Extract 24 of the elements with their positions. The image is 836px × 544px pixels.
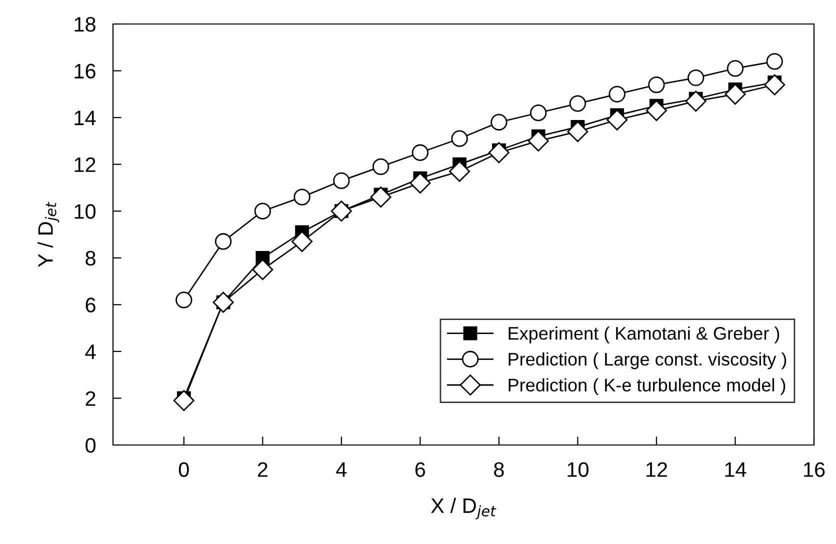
legend-label: Prediction ( Large const. viscosity )	[508, 352, 786, 370]
y-tick-label: 16	[74, 64, 96, 79]
legend-label: Experiment ( Kamotani & Greber )	[508, 326, 780, 344]
x-tick-label: 10	[568, 462, 588, 477]
x-tick-label: 8	[494, 462, 504, 477]
y-tick-label: 18	[74, 17, 96, 32]
x-tick-label: 0	[178, 462, 189, 477]
y-axis-title: Y / D$_{jet}$	[38, 202, 60, 267]
y-tick-label: 10	[74, 204, 96, 219]
x-tick-label: 6	[415, 462, 426, 477]
x-tick-label: 16	[804, 462, 825, 477]
y-tick-label: 0	[86, 438, 96, 453]
x-axis-title: X / D$_{jet}$	[431, 498, 496, 520]
y-tick-label: 8	[86, 250, 96, 266]
x-tick-label: 14	[725, 462, 746, 477]
y-tick-label: 2	[86, 391, 96, 406]
x-tick-label: 12	[646, 462, 668, 477]
x-tick-label: 2	[258, 462, 268, 477]
x-tick-label: 4	[336, 462, 347, 477]
y-tick-label: 14	[74, 110, 96, 126]
y-tick-label: 12	[74, 157, 96, 172]
y-tick-label: 4	[85, 344, 96, 359]
y-tick-label: 6	[86, 298, 96, 312]
legend-label: Prediction ( K-e turbulence model )	[508, 378, 786, 396]
